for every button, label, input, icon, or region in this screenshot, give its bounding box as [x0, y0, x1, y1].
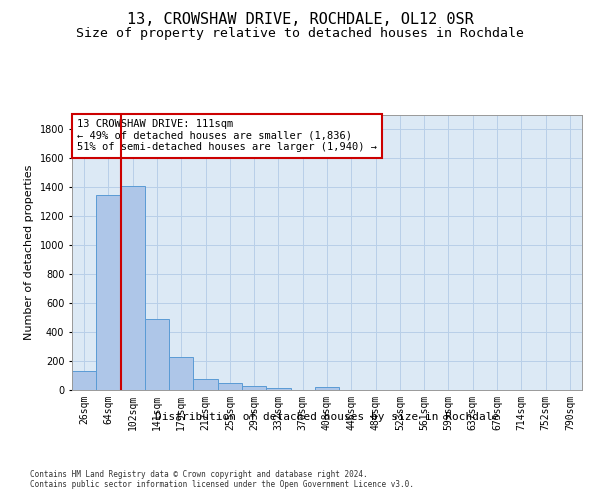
Bar	[193, 379, 218, 390]
Text: Size of property relative to detached houses in Rochdale: Size of property relative to detached ho…	[76, 28, 524, 40]
Bar	[266, 388, 290, 390]
Bar	[145, 319, 169, 390]
Text: Contains HM Land Registry data © Crown copyright and database right 2024.: Contains HM Land Registry data © Crown c…	[30, 470, 368, 479]
Text: 13 CROWSHAW DRIVE: 111sqm
← 49% of detached houses are smaller (1,836)
51% of se: 13 CROWSHAW DRIVE: 111sqm ← 49% of detac…	[77, 119, 377, 152]
Bar	[169, 358, 193, 390]
Bar	[218, 384, 242, 390]
Bar	[72, 371, 96, 390]
Text: Distribution of detached houses by size in Rochdale: Distribution of detached houses by size …	[155, 412, 499, 422]
Bar	[121, 186, 145, 390]
Text: 13, CROWSHAW DRIVE, ROCHDALE, OL12 0SR: 13, CROWSHAW DRIVE, ROCHDALE, OL12 0SR	[127, 12, 473, 28]
Bar	[242, 386, 266, 390]
Y-axis label: Number of detached properties: Number of detached properties	[24, 165, 34, 340]
Bar	[96, 194, 121, 390]
Text: Contains public sector information licensed under the Open Government Licence v3: Contains public sector information licen…	[30, 480, 414, 489]
Bar	[315, 387, 339, 390]
